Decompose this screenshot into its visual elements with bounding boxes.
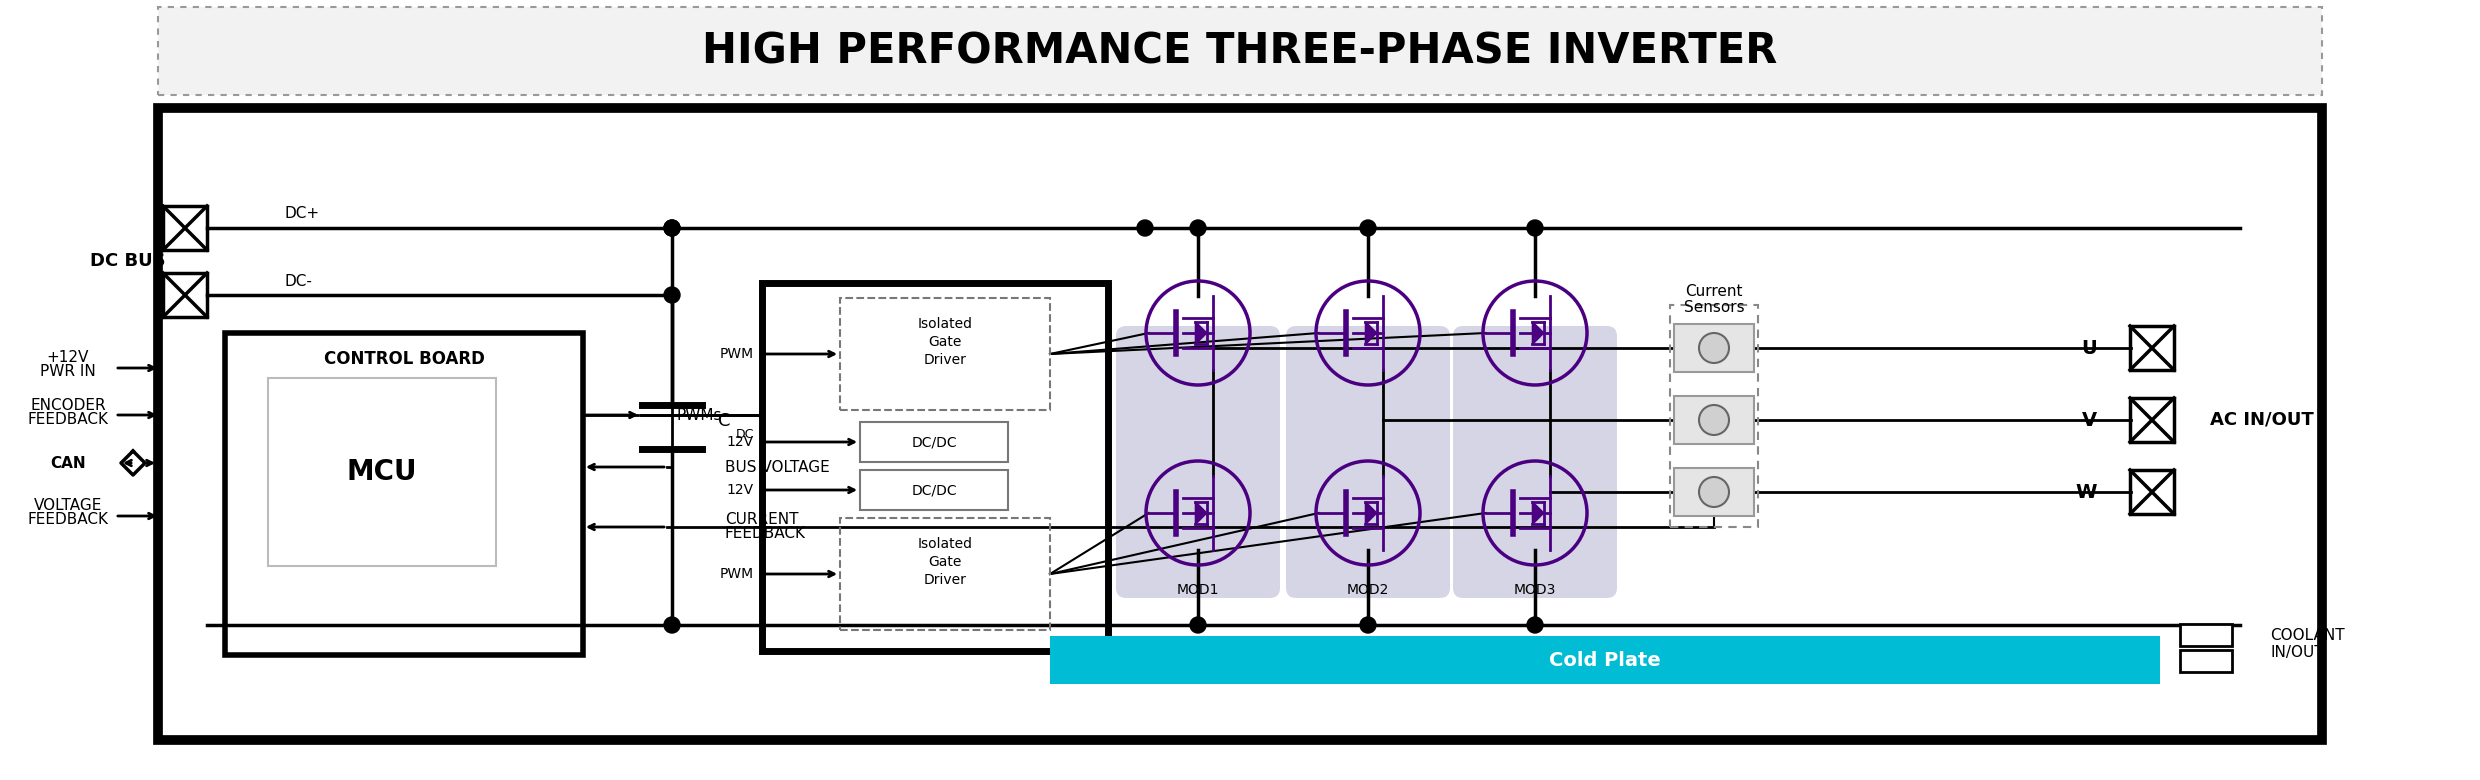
Text: Driver: Driver xyxy=(923,353,967,367)
Text: DC+: DC+ xyxy=(285,207,320,222)
Text: Driver: Driver xyxy=(923,573,967,587)
Circle shape xyxy=(1190,617,1205,633)
Text: ENCODER: ENCODER xyxy=(30,398,107,413)
Text: FEEDBACK: FEEDBACK xyxy=(27,412,109,427)
Text: Isolated: Isolated xyxy=(918,317,972,331)
Polygon shape xyxy=(1195,502,1208,524)
Bar xyxy=(841,518,1049,630)
Text: W: W xyxy=(2076,483,2098,502)
Circle shape xyxy=(1359,617,1376,633)
Bar xyxy=(1669,305,1758,527)
Circle shape xyxy=(665,220,680,236)
Text: MCU: MCU xyxy=(347,458,417,486)
Polygon shape xyxy=(1533,502,1545,524)
Bar xyxy=(861,470,1007,510)
Bar xyxy=(841,298,1049,410)
Bar xyxy=(2130,470,2175,514)
Bar xyxy=(2180,624,2232,646)
Circle shape xyxy=(1699,333,1729,363)
Bar xyxy=(1674,396,1753,444)
Text: DC: DC xyxy=(737,428,754,441)
Text: FEEDBACK: FEEDBACK xyxy=(724,526,806,541)
Bar xyxy=(164,273,206,317)
Circle shape xyxy=(1528,220,1543,236)
Text: DC/DC: DC/DC xyxy=(910,483,957,497)
FancyBboxPatch shape xyxy=(159,7,2321,95)
Bar xyxy=(226,333,583,655)
Bar xyxy=(1674,324,1753,372)
Circle shape xyxy=(665,220,680,236)
Text: +12V: +12V xyxy=(47,350,89,366)
Circle shape xyxy=(1528,617,1543,633)
Text: VOLTAGE: VOLTAGE xyxy=(35,498,102,513)
Text: COOLANT
IN/OUT: COOLANT IN/OUT xyxy=(2269,628,2344,660)
Text: DC/DC: DC/DC xyxy=(910,435,957,449)
Bar xyxy=(1049,636,2160,684)
Text: Gate: Gate xyxy=(928,555,962,569)
Text: Sensors: Sensors xyxy=(1684,300,1743,314)
Text: PWM: PWM xyxy=(719,347,754,361)
Text: 12V: 12V xyxy=(727,483,754,497)
Text: CAN: CAN xyxy=(50,456,87,470)
Polygon shape xyxy=(1366,502,1376,524)
Bar xyxy=(268,378,496,566)
Text: FEEDBACK: FEEDBACK xyxy=(27,512,109,527)
Circle shape xyxy=(1699,405,1729,435)
FancyBboxPatch shape xyxy=(1453,326,1617,598)
Text: PWR IN: PWR IN xyxy=(40,364,97,380)
Text: PWM: PWM xyxy=(719,567,754,581)
Bar xyxy=(861,422,1007,462)
Polygon shape xyxy=(1195,321,1208,345)
Text: MOD3: MOD3 xyxy=(1513,583,1555,597)
Bar xyxy=(164,206,206,250)
Text: V: V xyxy=(2081,410,2098,430)
Bar xyxy=(2130,326,2175,370)
Text: MOD1: MOD1 xyxy=(1176,583,1220,597)
FancyBboxPatch shape xyxy=(1287,326,1451,598)
Text: U: U xyxy=(2081,339,2098,357)
Polygon shape xyxy=(1366,321,1376,345)
Bar xyxy=(761,283,1109,651)
Text: AC IN/OUT: AC IN/OUT xyxy=(2210,411,2314,429)
Circle shape xyxy=(1699,477,1729,507)
Bar xyxy=(1674,468,1753,516)
Text: CURRENT: CURRENT xyxy=(724,512,799,526)
Text: 12V: 12V xyxy=(727,435,754,449)
Bar xyxy=(159,108,2321,740)
Text: PWMs: PWMs xyxy=(677,407,722,423)
Text: Isolated: Isolated xyxy=(918,537,972,551)
Circle shape xyxy=(665,287,680,303)
Circle shape xyxy=(1136,220,1153,236)
Circle shape xyxy=(665,617,680,633)
Circle shape xyxy=(1190,220,1205,236)
Polygon shape xyxy=(1533,321,1545,345)
Text: MOD2: MOD2 xyxy=(1347,583,1389,597)
Text: Current: Current xyxy=(1686,283,1743,299)
Text: DC BUS: DC BUS xyxy=(89,252,166,270)
Text: HIGH PERFORMANCE THREE-PHASE INVERTER: HIGH PERFORMANCE THREE-PHASE INVERTER xyxy=(702,30,1778,72)
Text: Cold Plate: Cold Plate xyxy=(1550,651,1662,669)
Text: CONTROL BOARD: CONTROL BOARD xyxy=(322,350,484,368)
Bar xyxy=(2180,650,2232,672)
Text: BUS VOLTAGE: BUS VOLTAGE xyxy=(724,459,831,474)
Bar xyxy=(2130,398,2175,442)
Text: Gate: Gate xyxy=(928,335,962,349)
FancyBboxPatch shape xyxy=(1116,326,1280,598)
Text: C: C xyxy=(719,413,732,431)
Circle shape xyxy=(1359,220,1376,236)
Text: DC-: DC- xyxy=(285,274,312,289)
